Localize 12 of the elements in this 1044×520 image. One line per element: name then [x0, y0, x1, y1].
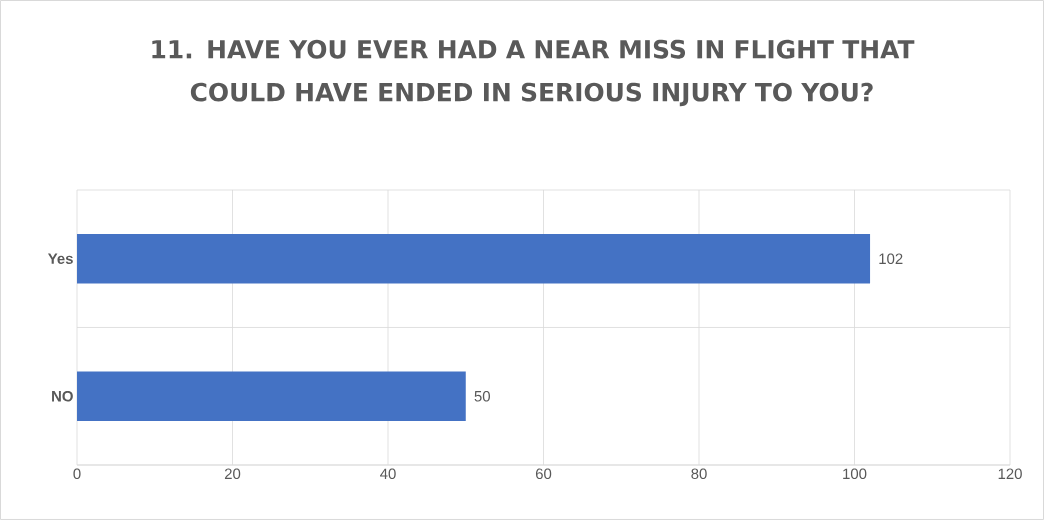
y-tick-label: NO: [52, 390, 73, 402]
x-tick-label: 60: [535, 468, 552, 480]
data-label: 50: [474, 390, 490, 402]
x-tick-label: 120: [998, 468, 1022, 480]
chart-title: 11. HAVE YOU EVER HAD A NEAR MISS IN FLIGHT THAT COULD HAVE ENDED IN SERIOUS INJURY TO YOU?: [152, 39, 915, 107]
x-tick-label: 40: [380, 468, 396, 480]
x-tick-label: 100: [843, 468, 867, 480]
data-label: 102: [879, 253, 903, 265]
x-tick-label: 20: [224, 468, 241, 480]
x-tick-label: 0: [73, 468, 81, 480]
x-tick-label: 80: [691, 468, 707, 480]
y-tick-label: Yes: [47, 253, 73, 264]
